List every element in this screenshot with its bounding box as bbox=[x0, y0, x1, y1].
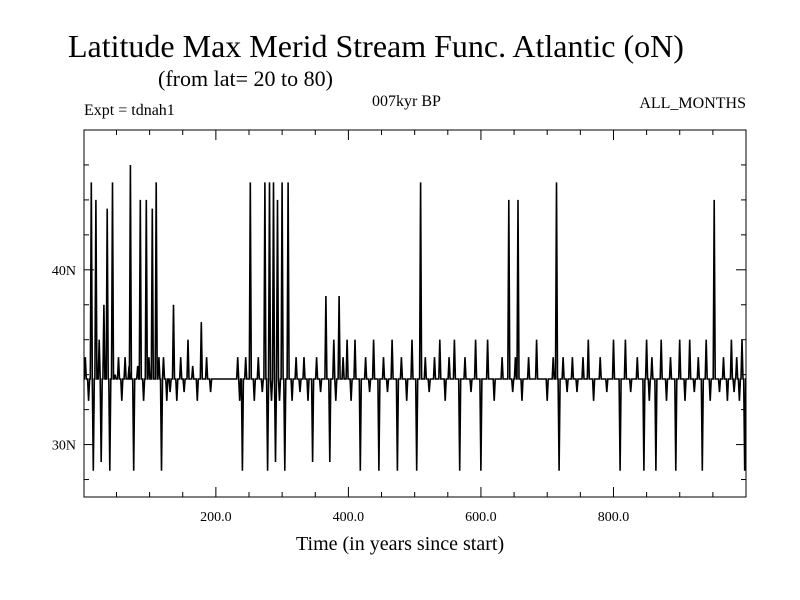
x-tick-label: 600.0 bbox=[465, 510, 497, 525]
experiment-label: Expt = tdnah1 bbox=[84, 102, 175, 119]
plot-frame bbox=[83, 129, 747, 498]
x-tick-label: 200.0 bbox=[200, 510, 232, 525]
y-tick-label: 30N bbox=[52, 439, 76, 454]
chart-subtitle: (from lat= 20 to 80) bbox=[158, 66, 333, 91]
chart-title: Latitude Max Merid Stream Func. Atlantic… bbox=[68, 28, 684, 64]
x-tick-label: 400.0 bbox=[333, 510, 365, 525]
months-label: ALL_MONTHS bbox=[639, 95, 746, 112]
x-axis-label: Time (in years since start) bbox=[296, 533, 505, 555]
x-tick-label: 800.0 bbox=[598, 510, 630, 525]
y-tick-label: 40N bbox=[52, 264, 76, 279]
period-label: 007kyr BP bbox=[372, 93, 441, 110]
data-series-line bbox=[83, 164, 747, 471]
